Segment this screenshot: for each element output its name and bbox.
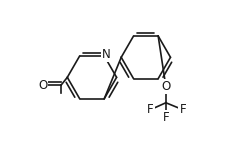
Text: F: F — [162, 111, 169, 124]
Text: F: F — [179, 103, 185, 116]
Text: O: O — [160, 80, 170, 93]
Text: F: F — [146, 103, 153, 116]
Text: N: N — [102, 48, 110, 61]
Text: O: O — [38, 78, 47, 92]
